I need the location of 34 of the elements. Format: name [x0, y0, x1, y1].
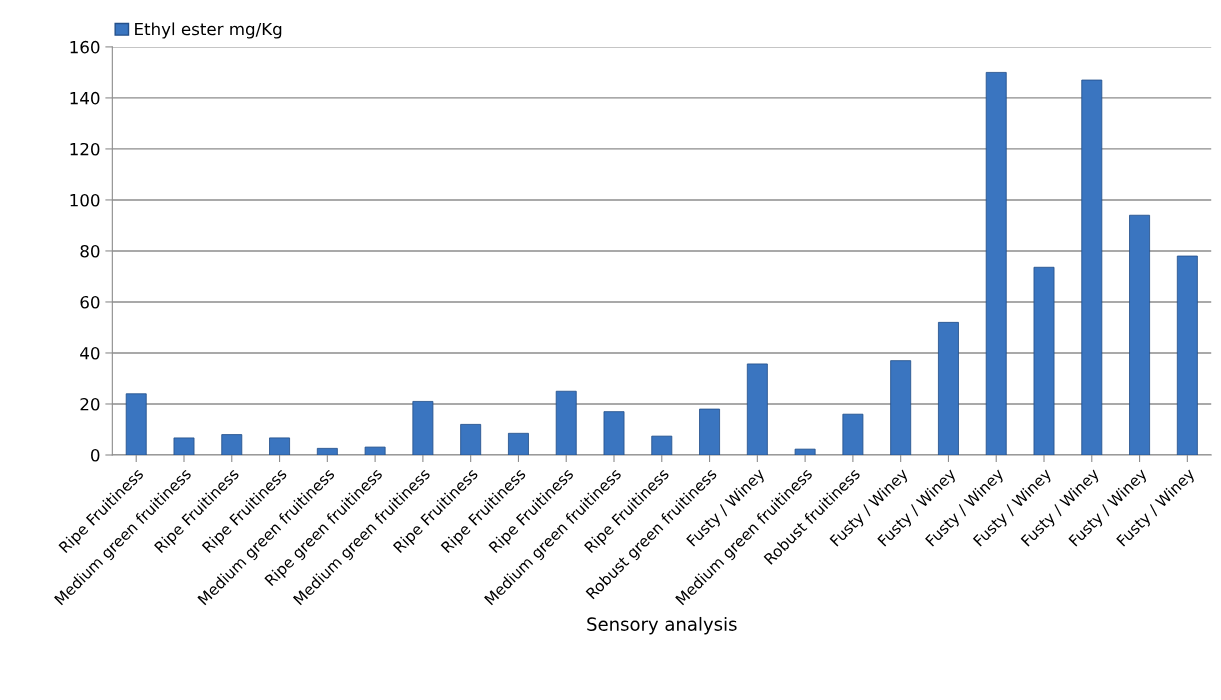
bar	[1129, 214, 1151, 455]
bar	[890, 360, 912, 455]
y-tick-label: 0	[91, 448, 100, 462]
bar	[699, 408, 721, 455]
bar	[651, 435, 673, 455]
y-tick-label: 60	[80, 295, 100, 309]
y-tick-label: 140	[70, 91, 100, 105]
x-axis-title: Sensory analysis	[587, 616, 737, 635]
bar	[603, 411, 625, 455]
bar	[746, 363, 768, 455]
bar	[269, 437, 291, 455]
bar	[507, 432, 529, 455]
y-tick-label: 120	[70, 142, 100, 156]
bar	[412, 401, 434, 455]
y-tick-label: 100	[70, 193, 100, 207]
bar	[794, 448, 816, 455]
bar	[1176, 255, 1198, 455]
bar	[1033, 266, 1055, 455]
bar	[460, 423, 482, 455]
bar	[985, 71, 1007, 455]
legend-label: Ethyl ester mg/Kg	[135, 22, 282, 39]
bar	[221, 434, 243, 455]
bar	[1081, 79, 1103, 455]
bar	[842, 413, 864, 455]
y-tick-label: 20	[80, 397, 100, 411]
bar	[316, 447, 338, 455]
y-tick-label: 160	[70, 40, 100, 54]
y-tick-label: 80	[80, 244, 100, 258]
bar	[173, 437, 195, 455]
y-tick-label: 40	[80, 346, 100, 360]
bar	[938, 321, 959, 455]
bar	[125, 393, 147, 455]
bar	[364, 446, 386, 455]
bar	[555, 390, 577, 455]
